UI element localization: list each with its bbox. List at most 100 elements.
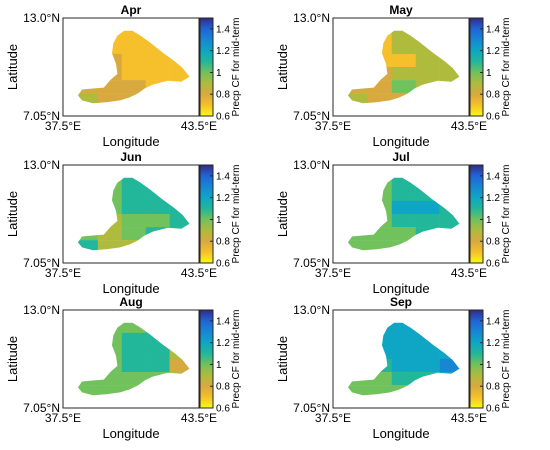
grid-cell: [439, 187, 460, 202]
grid-cell: [391, 200, 416, 215]
colorbar-tick-label: 0.8: [486, 382, 500, 393]
grid-cell: [121, 67, 146, 81]
grid-cell: [439, 177, 460, 189]
grid-cell: [367, 214, 393, 228]
grid-cell: [347, 67, 369, 81]
colorbar-tick-label: 0.6: [216, 112, 230, 123]
axes-frame: [62, 164, 200, 264]
grid-cell: [145, 345, 170, 360]
grid-cell: [391, 214, 416, 228]
grid-cell: [391, 332, 416, 347]
lat-tick-label: 7.05°N: [293, 109, 330, 123]
colorbar-tick-label: 0.8: [216, 90, 230, 101]
lon-tick-label: 43.5°E: [451, 266, 487, 280]
region-raster: [77, 322, 190, 396]
grid-cell: [169, 372, 190, 386]
grid-cell: [169, 93, 190, 104]
lon-tick-label: 37.5°E: [45, 119, 81, 133]
panel-title: Sep: [390, 295, 412, 309]
grid-cell: [391, 80, 416, 94]
grid-cell: [347, 93, 369, 104]
grid-cell: [169, 322, 190, 334]
axes-frame: [332, 309, 470, 409]
panel-title: May: [389, 3, 413, 17]
colorbar-label: Precp CF for mid-term: [231, 310, 242, 409]
grid-cell: [77, 227, 99, 241]
colorbar-tick-label: 1: [486, 215, 492, 226]
grid-cell: [97, 200, 123, 215]
lon-tick-label: 37.5°E: [315, 119, 351, 133]
colorbar-tick-label: 1.2: [486, 338, 500, 349]
grid-cell: [121, 80, 146, 94]
grid-cell: [391, 322, 416, 334]
grid-cell: [169, 30, 190, 42]
grid-cell: [367, 385, 393, 396]
grid-cell: [169, 177, 190, 189]
grid-cell: [391, 227, 416, 241]
grid-cell: [391, 177, 416, 189]
lat-tick-label: 13.0°N: [293, 158, 330, 172]
colorbar-tick-label: 0.6: [486, 259, 500, 270]
grid-cell: [439, 93, 460, 104]
grid-cell: [97, 30, 123, 42]
grid-cell: [145, 200, 170, 215]
grid-cell: [169, 53, 190, 68]
grid-cell: [439, 40, 460, 55]
grid-cell: [121, 322, 146, 334]
map-panel-may: May 13.0°N 7.05°N37.5°E 43.5°E Latitude Longi…: [275, 3, 512, 149]
grid-cell: [367, 200, 393, 215]
grid-cell: [347, 359, 369, 373]
grid-cell: [169, 67, 190, 81]
colorbar-tick-label: 1: [486, 68, 492, 79]
colorbar-tick-label: 1.4: [486, 24, 500, 35]
grid-cell: [121, 240, 146, 251]
grid-cell: [169, 240, 190, 251]
lat-tick-label: 7.05°N: [23, 401, 60, 415]
grid-cell: [145, 227, 170, 241]
grid-cell: [77, 345, 99, 360]
grid-cell: [347, 332, 369, 347]
grid-cell: [169, 359, 190, 373]
panel-title: Aug: [119, 295, 142, 309]
region-raster: [77, 30, 190, 104]
grid-cell: [121, 372, 146, 386]
x-axis-label: Longitude: [372, 426, 429, 441]
colorbar-tick-label: 1.2: [216, 46, 230, 57]
colorbar-gradient: [469, 309, 484, 409]
grid-cell: [145, 53, 170, 68]
colorbar-gradient: [199, 17, 214, 117]
grid-cell: [97, 187, 123, 202]
colorbar-tick-label: 1: [216, 360, 222, 371]
region-raster: [347, 30, 460, 104]
grid-cell: [169, 187, 190, 202]
grid-cell: [439, 214, 460, 228]
grid-cell: [121, 177, 146, 189]
grid-cell: [77, 80, 99, 94]
grid-cell: [391, 40, 416, 55]
grid-cell: [347, 372, 369, 386]
colorbar-gradient: [469, 164, 484, 264]
grid-cell: [97, 322, 123, 334]
grid-cell: [415, 67, 440, 81]
colorbar-tick-label: 1.4: [216, 171, 230, 182]
grid-cell: [347, 30, 369, 42]
colorbar-tick-label: 1.2: [486, 193, 500, 204]
grid-cell: [367, 53, 393, 68]
x-axis-label: Longitude: [102, 281, 159, 296]
grid-cell: [145, 359, 170, 373]
grid-cell: [77, 322, 99, 334]
region-raster: [347, 177, 460, 251]
lat-tick-label: 7.05°N: [293, 256, 330, 270]
grid-cell: [97, 53, 123, 68]
grid-cell: [77, 67, 99, 81]
grid-cell: [169, 227, 190, 241]
grid-cell: [391, 187, 416, 202]
lat-tick-label: 7.05°N: [23, 109, 60, 123]
grid-cell: [169, 200, 190, 215]
lon-tick-label: 37.5°E: [315, 411, 351, 425]
grid-cell: [169, 214, 190, 228]
grid-cell: [391, 67, 416, 81]
grid-cell: [439, 385, 460, 396]
lat-tick-label: 13.0°N: [23, 303, 60, 317]
